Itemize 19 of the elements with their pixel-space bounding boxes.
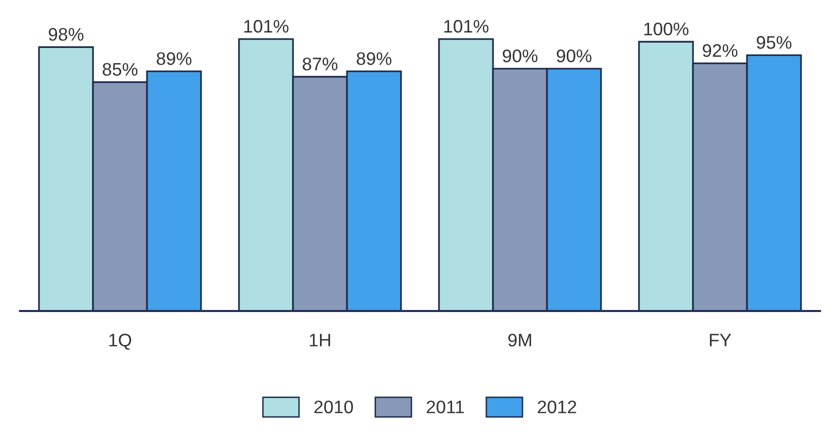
data-label: 95% [756,36,792,49]
data-label: 89% [156,52,192,66]
data-label: 100% [644,22,688,36]
x-tick-label: 1H [310,334,330,346]
data-label: 89% [356,52,392,66]
legend-label: 2012 [538,400,576,414]
data-label: 90% [502,50,538,62]
x-tick-label: 9M [508,334,532,346]
data-label: 90% [556,50,592,62]
data-label: 101% [244,20,288,33]
x-tick-label: 1Q [109,334,132,350]
data-label: 85% [102,62,138,76]
data-label: 98% [48,28,84,41]
legend-label: 2010 [314,400,353,414]
legend-label: 2011 [426,400,464,414]
data-label: 92% [702,44,738,57]
data-label: 101% [444,20,488,33]
data-label: 87% [302,58,338,70]
x-tick-label: FY [710,334,732,346]
